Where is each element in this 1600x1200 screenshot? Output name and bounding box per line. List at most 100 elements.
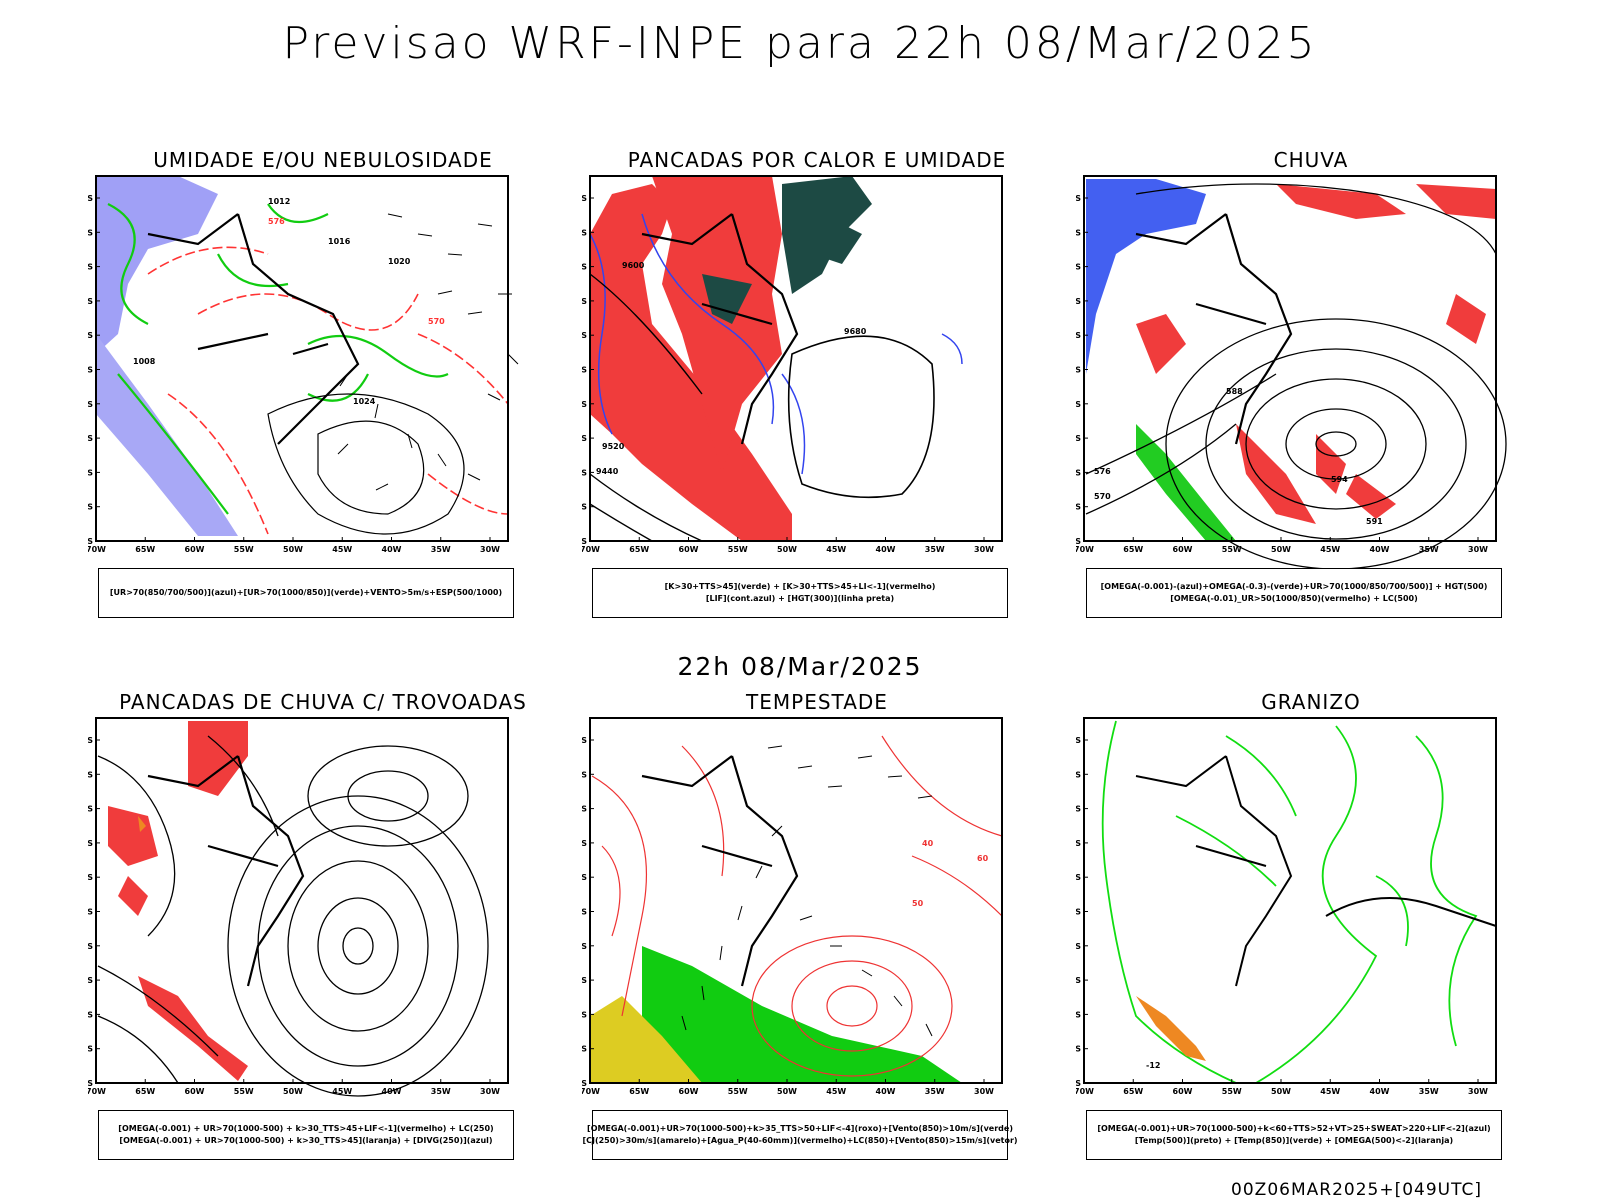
panel-title: CHUVA	[1273, 148, 1349, 172]
humidity-blue-area	[96, 176, 218, 354]
country-borders	[1135, 213, 1293, 445]
lon-tick-label: 45W	[1320, 1087, 1340, 1096]
lon-tick-label: 35W	[1419, 1087, 1439, 1096]
lon-tick-label: 70W	[582, 1087, 600, 1096]
legend-line: [OMEGA(-0.001) + UR>70(1000-500) + k>30_…	[119, 1136, 493, 1145]
legend-line: [Temp(500)](preto) + [Temp(850)](verde) …	[1134, 1136, 1454, 1145]
lat-tick-label: 39S	[582, 1045, 587, 1054]
lat-tick-label: 24S	[1076, 331, 1081, 340]
lat-tick-label: 12S	[88, 736, 93, 745]
lat-tick-label: 27S	[582, 908, 587, 917]
wind-vectors	[681, 745, 933, 1037]
lon-tick-label: 40W	[382, 1087, 402, 1096]
map-frame	[589, 175, 1003, 542]
lon-tick-label: 55W	[234, 545, 254, 554]
lon-tick-label: 35W	[925, 545, 945, 554]
lat-tick-label: 18S	[582, 263, 587, 272]
contour-label: 9520	[602, 442, 625, 451]
stability-darkgreen-area	[702, 176, 872, 324]
lon-tick-label: 30W	[480, 1087, 500, 1096]
lat-tick-label: 42S	[582, 537, 587, 546]
lat-tick-label: 33S	[582, 434, 587, 443]
legend-line: [OMEGA(-0.001) + UR>70(1000-500) + k>30_…	[118, 1124, 494, 1133]
lon-tick-label: 50W	[283, 1087, 303, 1096]
lon-tick-label: 55W	[728, 545, 748, 554]
lon-tick-label: 50W	[1271, 1087, 1291, 1096]
lon-tick-label: 60W	[679, 545, 699, 554]
lat-tick-label: 27S	[1076, 366, 1081, 375]
instability-red-area	[590, 184, 792, 541]
legend-line: [LIF](cont.azul) + [HGT(300)](linha pret…	[705, 594, 895, 603]
lat-axis: 12S 15S 18S 21S 24S 27S 30S 33S 36S 39S 42S	[1076, 736, 1088, 1088]
wind-vectors	[337, 213, 519, 491]
lon-tick-label: 70W	[1076, 545, 1094, 554]
lon-tick-label: 45W	[826, 545, 846, 554]
lon-tick-label: 65W	[135, 1087, 155, 1096]
lon-tick-label: 70W	[88, 1087, 106, 1096]
lat-tick-label: 24S	[582, 873, 587, 882]
lon-tick-label: 35W	[925, 1087, 945, 1096]
run-time-label: 00Z06MAR2025+[049UTC]	[1231, 1180, 1482, 1200]
map-pancadas-trovoadas: 12S 15S 18S 21S 24S 27S 30S 33S 36S 39S 42S 70W 65W…	[88, 717, 509, 1097]
lon-tick-label: 60W	[185, 1087, 205, 1096]
lon-tick-label: 40W	[382, 545, 402, 554]
lat-axis: 12S 15S 18S 21S 24S 27S 30S 33S 36S 39S 42S	[1076, 194, 1088, 546]
map-pancadas-calor: 12S 15S 18S 21S 24S 27S 30S 33S 36S 39S 42S 70W 65W…	[582, 175, 1003, 554]
lon-tick-label: 35W	[431, 1087, 451, 1096]
lon-tick-label: 40W	[1370, 1087, 1390, 1096]
panel-pancadas-calor: PANCADAS POR CALOR E UMIDADE 12S 15S 18S 21…	[582, 148, 1052, 628]
lon-axis: 70W 65W 60W 55W 50W 45W 40W 35W 30W	[88, 1079, 500, 1096]
lat-tick-label: 36S	[582, 468, 587, 477]
jet-yellow-area	[590, 996, 702, 1083]
lon-tick-label: 55W	[728, 1087, 748, 1096]
panel-granizo: GRANIZO 12S 15S 18S 21S 24S 27S 30S 33S 36S 39S 42…	[1076, 690, 1546, 1170]
lon-tick-label: 40W	[1370, 545, 1390, 554]
lon-tick-label: 50W	[777, 545, 797, 554]
legend-line: [OMEGA(-0.001)+UR>70(1000-500)+k>35_TTS>…	[587, 1124, 1013, 1133]
lon-tick-label: 35W	[431, 545, 451, 554]
lon-tick-label: 55W	[1222, 1087, 1242, 1096]
lon-tick-label: 70W	[582, 545, 600, 554]
thunder-red-areas	[108, 721, 248, 1081]
lon-axis: 70W 65W 60W 55W 50W 45W 40W 35W 30W	[582, 537, 994, 554]
lat-tick-label: 21S	[1076, 297, 1081, 306]
lon-tick-label: 45W	[1320, 545, 1340, 554]
map-tempestade: 12S 15S 18S 21S 24S 27S 30S 33S 36S 39S 42S 70W 65W…	[582, 717, 1003, 1096]
lat-tick-label: 21S	[582, 839, 587, 848]
lat-tick-label: 30S	[1076, 400, 1081, 409]
map-frame	[1083, 175, 1497, 542]
valid-time-label: 22h 08/Mar/2025	[677, 652, 923, 681]
hgt300-contour	[787, 335, 935, 499]
contour-label: 588	[1226, 387, 1243, 396]
panel-umidade: UMIDADE E/OU NEBULOSIDADE 12S 15S 18S 21S 24…	[88, 148, 558, 628]
map-chuva: 12S 15S 18S 21S 24S 27S 30S 33S 36S 39S 42S 70W 65W…	[1076, 175, 1507, 569]
lat-tick-label: 18S	[1076, 805, 1081, 814]
lat-tick-label: 39S	[88, 503, 93, 512]
lon-tick-label: 30W	[1468, 545, 1488, 554]
lat-axis: 12S 15S 18S 21S 24S 27S 30S 33S 36S 39S 42S	[582, 736, 594, 1088]
omega-orange-area	[1136, 996, 1206, 1061]
lon-tick-label: 30W	[1468, 1087, 1488, 1096]
country-borders	[1135, 755, 1497, 987]
panel-legend: [OMEGA(-0.001) + UR>70(1000-500) + k>30_…	[98, 1110, 514, 1160]
contour-label: 570	[1094, 492, 1111, 501]
contour-label: 576	[268, 217, 285, 226]
lat-tick-label: 42S	[582, 1079, 587, 1088]
lat-tick-label: 18S	[88, 263, 93, 272]
lat-tick-label: 27S	[88, 908, 93, 917]
thunder-orange-area	[138, 816, 146, 832]
lat-tick-label: 18S	[1076, 263, 1081, 272]
precip-water-red-contours	[591, 735, 1003, 1077]
lon-tick-label: 30W	[480, 545, 500, 554]
lif-blue-contours	[589, 213, 963, 475]
lat-tick-label: 27S	[88, 366, 93, 375]
humidity-green-contours	[107, 203, 449, 515]
lat-tick-label: 42S	[88, 1079, 93, 1088]
lon-tick-label: 55W	[1222, 545, 1242, 554]
panel-legend: [OMEGA(-0.001)-(azul)+OMEGA(-0.3)-(verde…	[1086, 568, 1502, 618]
lat-tick-label: 21S	[88, 839, 93, 848]
lat-axis: 12S 15S 18S 21S 24S 27S 30S 33S 36S 39S 42S	[582, 194, 594, 546]
lat-tick-label: 39S	[1076, 503, 1081, 512]
lat-axis: 12S 15S 18S 21S 24S 27S 30S 33S 36S 39S 42S	[88, 194, 100, 546]
omega-green-area	[1136, 424, 1236, 541]
